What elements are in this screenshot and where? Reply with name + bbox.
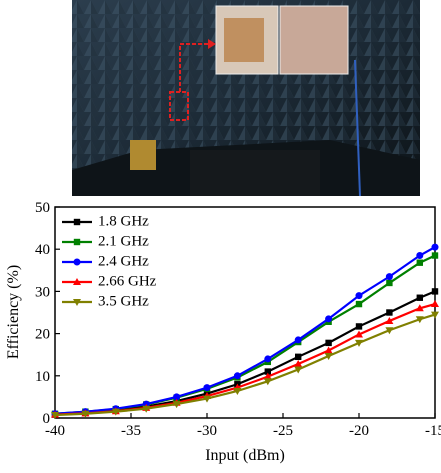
- marker: [431, 288, 439, 295]
- x-tick-label: -25: [273, 423, 293, 439]
- series-line: [54, 313, 436, 417]
- marker: [431, 300, 439, 308]
- marker: [73, 258, 81, 266]
- marker: [142, 405, 151, 413]
- marker: [263, 372, 272, 380]
- marker: [415, 304, 424, 312]
- marker: [233, 387, 242, 395]
- x-tick-label: -35: [121, 423, 141, 439]
- marker: [355, 292, 363, 300]
- y-axis-title: Efficiency (%): [5, 265, 22, 359]
- marker: [431, 311, 439, 319]
- marker: [51, 412, 59, 420]
- y-tick-label: 30: [35, 284, 50, 300]
- marker: [233, 372, 241, 380]
- marker: [385, 327, 394, 335]
- x-tick-label: -15: [425, 423, 441, 439]
- marker: [385, 316, 394, 324]
- marker: [355, 339, 363, 347]
- x-tick-label: -20: [349, 423, 369, 439]
- legend-label: 1.8 GHz: [98, 213, 149, 229]
- marker: [73, 238, 81, 246]
- marker: [386, 279, 393, 287]
- marker: [294, 366, 303, 374]
- y-tick-label: 0: [43, 411, 51, 427]
- marker: [263, 378, 272, 386]
- marker: [355, 330, 363, 338]
- marker: [295, 353, 302, 361]
- marker: [416, 294, 423, 301]
- series-line: [54, 290, 436, 416]
- x-tick-label: -30: [197, 423, 217, 439]
- marker: [324, 352, 333, 360]
- marker: [173, 393, 181, 401]
- marker: [431, 252, 439, 259]
- marker: [431, 243, 439, 251]
- marker: [203, 384, 211, 392]
- legend-label: 3.5 GHz: [98, 293, 149, 309]
- chart: Input (dBm) Efficiency (%) -40 -35 -30 -25 -…: [5, 200, 441, 464]
- marker: [325, 339, 332, 347]
- marker: [203, 395, 211, 403]
- x-tick-label: -40: [45, 423, 65, 439]
- marker: [324, 346, 333, 354]
- y-tick-label: 50: [35, 200, 50, 216]
- series-line: [54, 303, 436, 416]
- marker: [264, 355, 272, 363]
- legend-label: 2.4 GHz: [98, 253, 149, 269]
- marker: [415, 316, 424, 324]
- marker: [81, 410, 90, 418]
- photo: [72, 0, 420, 197]
- marker: [385, 273, 393, 281]
- marker: [264, 368, 271, 375]
- marker: [172, 401, 181, 409]
- y-tick-label: 20: [35, 327, 50, 343]
- marker: [355, 323, 363, 330]
- y-tick-label: 10: [35, 369, 50, 385]
- marker: [416, 252, 424, 260]
- marker: [73, 299, 81, 306]
- marker: [111, 408, 120, 416]
- marker: [355, 300, 363, 308]
- y-tick-label: 40: [35, 242, 50, 258]
- legend-label: 2.66 GHz: [98, 273, 157, 289]
- marker: [325, 315, 333, 323]
- x-axis-title: Input (dBm): [205, 447, 285, 464]
- marker: [416, 259, 423, 266]
- marker: [294, 359, 303, 367]
- marker: [294, 336, 302, 344]
- marker: [73, 218, 81, 226]
- marker: [73, 278, 81, 285]
- series-line: [54, 246, 436, 415]
- marker: [386, 309, 393, 316]
- legend-label: 2.1 GHz: [98, 233, 149, 249]
